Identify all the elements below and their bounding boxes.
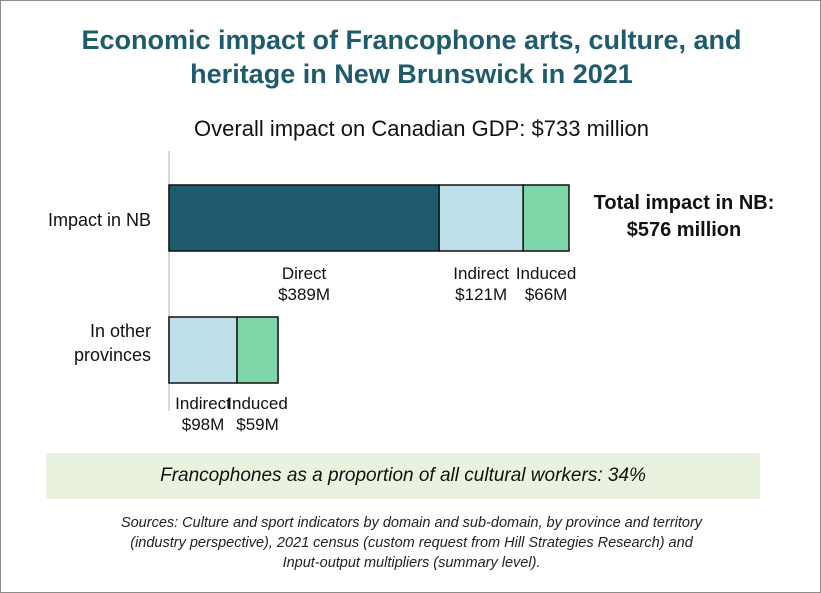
- cultural-workers-note: Francophones as a proportion of all cult…: [46, 453, 760, 499]
- chart-title-line-2: heritage in New Brunswick in 2021: [190, 59, 633, 89]
- bar-indirect-2: [168, 316, 238, 384]
- bar-label-indirect-1: Indirect: [453, 264, 509, 283]
- sources-line-1: Sources: Culture and sport indicators by…: [120, 515, 703, 531]
- stacked-bar-chart: Impact in NB Direct $389M Indirect $121M Indu…: [48, 151, 775, 434]
- bar-value-induced-2: $59M: [236, 415, 279, 434]
- bar-indirect-1: [438, 184, 524, 252]
- bar-label-induced-1: Induced: [516, 264, 577, 283]
- bar-direct-1: [168, 184, 440, 252]
- category-label-1-line-1: Impact in NB: [48, 210, 151, 230]
- category-label-2-line-2: provinces: [74, 345, 151, 365]
- chart-title-line-1: Economic impact of Francophone arts, cul…: [81, 25, 742, 55]
- bar-value-induced-1: $66M: [525, 285, 568, 304]
- chart-title: Economic impact of Francophone arts, cul…: [41, 23, 782, 91]
- bar-value-indirect-2: $98M: [182, 415, 225, 434]
- bar-label-direct-1: Direct: [282, 264, 327, 283]
- sources-line-2: (industry perspective), 2021 census (cus…: [130, 535, 693, 551]
- overall-impact-subtitle: Overall impact on Canadian GDP: $733 mil…: [194, 116, 649, 141]
- total-impact-annotation-line-1: Total impact in NB:: [594, 192, 775, 214]
- bar-value-direct-1: $389M: [278, 285, 330, 304]
- bar-label-induced-2: Induced: [227, 394, 288, 413]
- sources-line-3: Input-output multipliers (summary level)…: [282, 555, 541, 571]
- note-text: Francophones as a proportion of all cult…: [160, 465, 646, 486]
- category-label-2-line-1: In other: [90, 321, 151, 341]
- bar-value-indirect-1: $121M: [455, 285, 507, 304]
- total-impact-annotation-line-2: $576 million: [627, 219, 742, 241]
- bar-induced-2: [236, 316, 279, 384]
- sources-text: Sources: Culture and sport indicators by…: [41, 513, 782, 573]
- bar-induced-1: [522, 184, 570, 252]
- bar-label-indirect-2: Indirect: [175, 394, 231, 413]
